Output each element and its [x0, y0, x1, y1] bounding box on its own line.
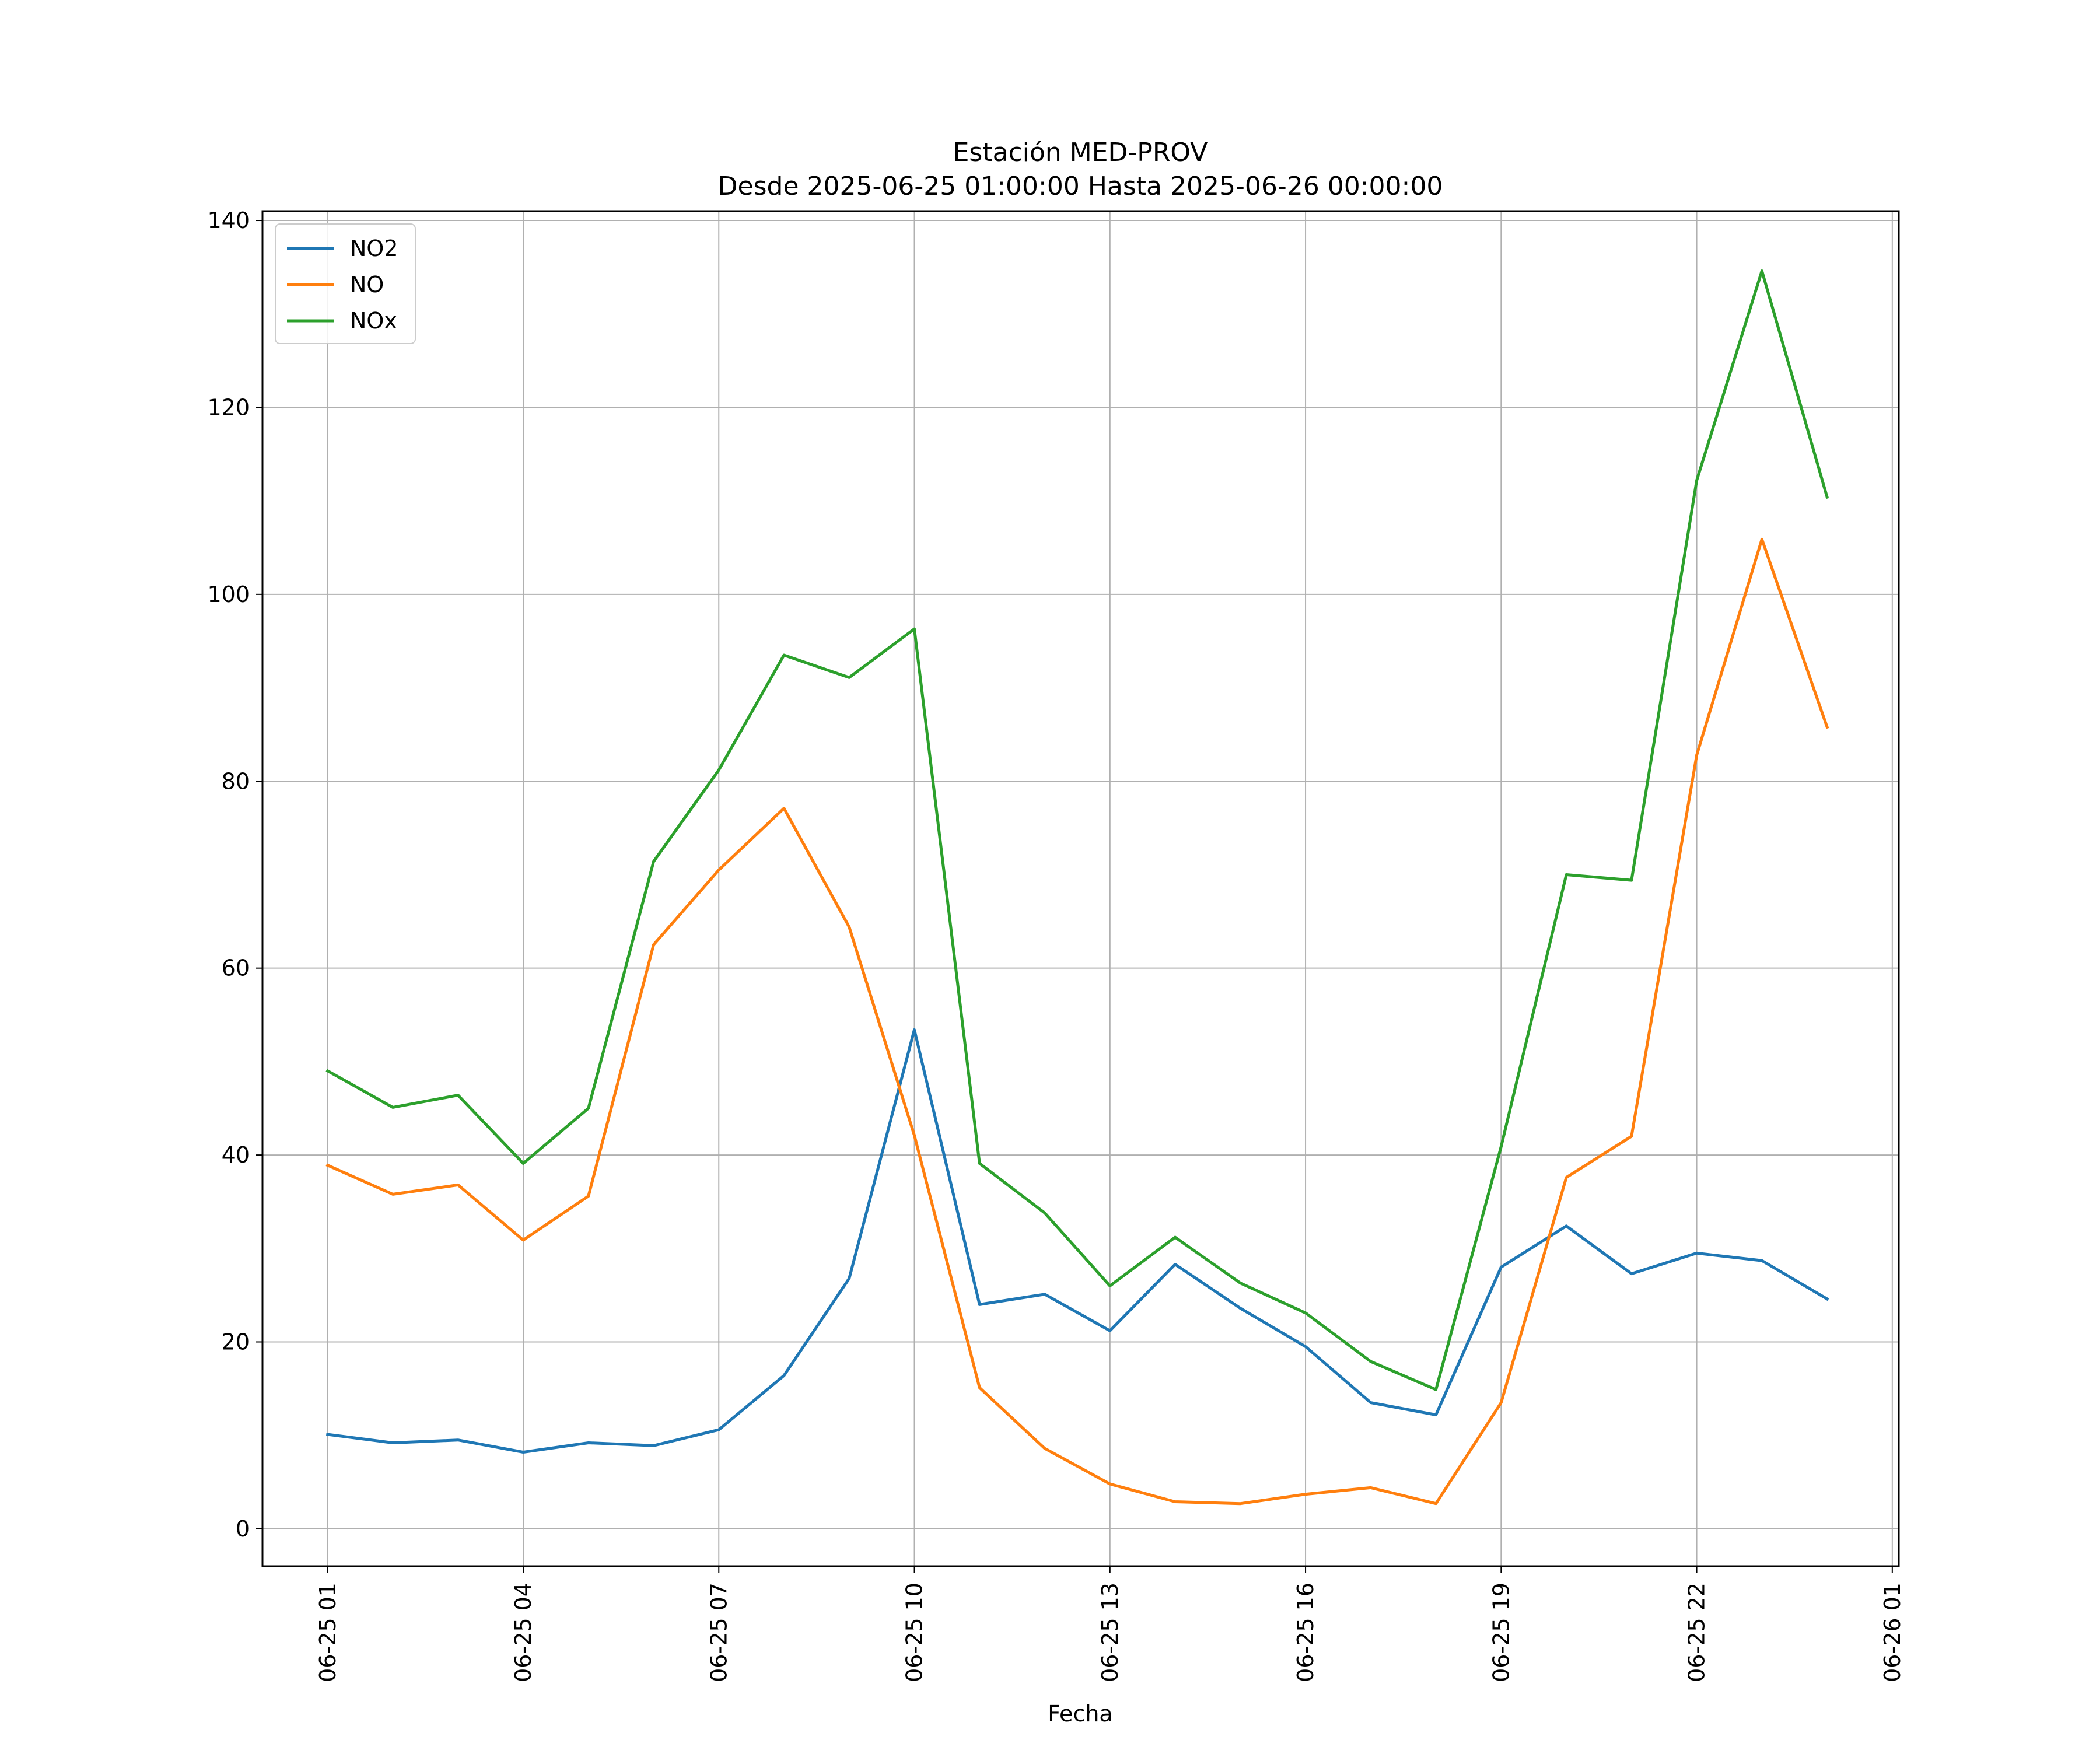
x-tick-label: 06-25 04	[510, 1583, 536, 1682]
legend: NO2 NO NOx	[275, 223, 416, 344]
y-tick-label: 100	[207, 582, 250, 607]
legend-label-nox: NOx	[350, 308, 397, 334]
y-tick-label: 0	[236, 1516, 250, 1542]
y-tick-label: 80	[222, 768, 250, 794]
data-lines	[326, 270, 1829, 1506]
series-line-no	[326, 537, 1829, 1506]
x-tick-label: 06-26 01	[1880, 1583, 1905, 1682]
legend-label-no2: NO2	[350, 236, 398, 261]
x-tick-label: 06-25 13	[1097, 1583, 1123, 1682]
plot-area-frame	[261, 210, 1900, 1567]
legend-label-no: NO	[350, 272, 384, 298]
legend-box	[275, 223, 416, 344]
series-line-nox	[326, 270, 1829, 1391]
x-axis-label: Fecha	[1048, 1701, 1112, 1727]
y-tick-label: 20	[222, 1329, 250, 1355]
x-tick-label: 06-25 22	[1684, 1583, 1710, 1682]
x-tick-label: 06-25 07	[706, 1583, 732, 1682]
chart-title: Estación MED-PROV	[953, 138, 1208, 167]
y-tick-label: 40	[222, 1142, 250, 1168]
x-tick-label: 06-25 16	[1293, 1583, 1318, 1682]
y-tick-label: 60	[222, 956, 250, 981]
axis-ticks: 0 20 40 60 80 100 120 140 06-25 01 06-25 04 06-25 …	[207, 208, 1905, 1682]
series-line-no2	[326, 1028, 1829, 1454]
x-tick-label: 06-25 01	[315, 1583, 341, 1682]
x-tick-label: 06-25 19	[1488, 1583, 1514, 1682]
y-tick-label: 140	[207, 208, 250, 233]
y-tick-label: 120	[207, 394, 250, 420]
x-tick-label: 06-25 10	[902, 1583, 928, 1682]
chart-subtitle: Desde 2025-06-25 01:00:00 Hasta 2025-06-…	[718, 172, 1443, 201]
